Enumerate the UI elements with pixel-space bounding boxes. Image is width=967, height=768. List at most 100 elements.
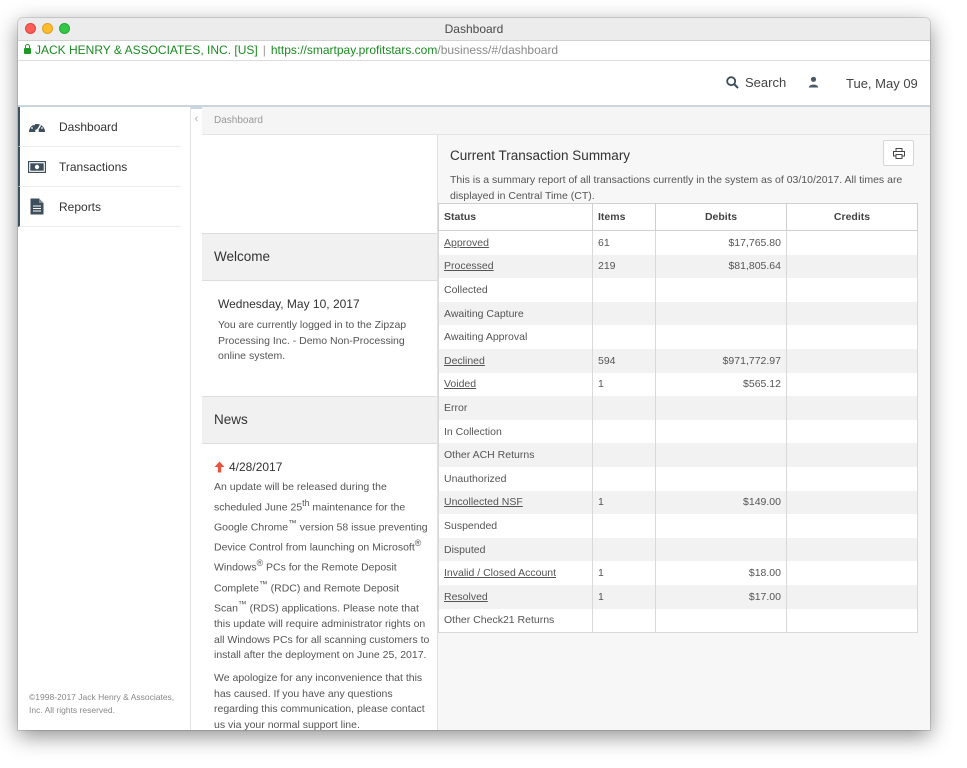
- address-separator: |: [262, 43, 266, 57]
- credits-cell: [786, 490, 918, 515]
- user-menu-button[interactable]: [808, 75, 819, 93]
- summary-title: Current Transaction Summary: [450, 148, 631, 163]
- credits-cell: [786, 514, 918, 538]
- copyright-footer: ©1998-2017 Jack Henry & Associates, Inc.…: [29, 692, 175, 715]
- table-row: Awaiting Approval: [438, 325, 918, 349]
- status-link-processed[interactable]: Processed: [444, 260, 494, 273]
- items-cell: 61: [592, 230, 656, 255]
- items-cell: [592, 608, 656, 634]
- search-label: Search: [745, 75, 787, 90]
- debits-cell: [655, 514, 787, 538]
- sidebar-collapse-button[interactable]: ‹: [191, 113, 202, 127]
- window-titlebar: Dashboard: [18, 18, 930, 41]
- sidebar-item-label: Reports: [59, 199, 102, 214]
- column-header-credits[interactable]: Credits: [786, 203, 918, 231]
- debits-cell: [655, 443, 787, 467]
- browser-window: Dashboard JACK HENRY & ASSOCIATES, INC. …: [18, 18, 930, 730]
- news-item-date: 4/28/2017: [214, 460, 437, 474]
- credits-cell: [786, 466, 918, 491]
- status-cell: Collected: [438, 278, 593, 302]
- table-header-row: Status Items Debits Credits: [438, 203, 918, 231]
- table-row: Voided 1 $565.12: [438, 372, 918, 397]
- table-row: Suspended: [438, 514, 918, 538]
- breadcrumb-item: Dashboard: [214, 115, 263, 126]
- credits-cell: [786, 396, 918, 420]
- status-link-invalid-closed-account[interactable]: Invalid / Closed Account: [444, 567, 557, 580]
- column-header-debits[interactable]: Debits: [655, 203, 787, 231]
- left-column: Welcome Wednesday, May 10, 2017 You are …: [202, 135, 438, 730]
- debits-cell: [655, 396, 787, 420]
- credits-cell: [786, 372, 918, 397]
- maximize-window-button[interactable]: [59, 23, 70, 34]
- table-row: Invalid / Closed Account 1 $18.00: [438, 561, 918, 585]
- debits-cell: [655, 278, 787, 302]
- table-row: Processed 219 $81,805.64: [438, 254, 918, 279]
- news-paragraph: We apologize for any inconvenience that …: [214, 672, 425, 730]
- sidebar-item-transactions[interactable]: Transactions: [18, 147, 180, 187]
- items-cell: 1: [592, 561, 656, 585]
- credits-cell: [786, 254, 918, 279]
- ev-certificate-label: JACK HENRY & ASSOCIATES, INC. [US]: [35, 43, 258, 57]
- table-row: Collected: [438, 278, 918, 302]
- search-icon: [726, 76, 739, 89]
- status-link-uncollected-nsf[interactable]: Uncollected NSF: [444, 496, 523, 509]
- app-header: Search Tue, May 09: [18, 61, 930, 109]
- status-link-approved[interactable]: Approved: [444, 236, 489, 249]
- money-icon: [27, 157, 47, 177]
- items-cell: 594: [592, 348, 656, 373]
- items-cell: 1: [592, 584, 656, 609]
- search-button[interactable]: Search: [726, 75, 786, 90]
- status-cell: Other ACH Returns: [438, 443, 593, 467]
- table-row: Error: [438, 396, 918, 420]
- transaction-summary-panel: Current Transaction Summary This is a su…: [438, 135, 930, 730]
- status-cell: Unauthorized: [438, 466, 593, 491]
- table-row: Awaiting Capture: [438, 301, 918, 326]
- address-bar[interactable]: JACK HENRY & ASSOCIATES, INC. [US] | https…: [18, 41, 930, 61]
- close-window-button[interactable]: [25, 23, 36, 34]
- blank-panel: [202, 135, 437, 234]
- app-body: Dashboard Transactions: [18, 107, 930, 730]
- items-cell: 1: [592, 372, 656, 397]
- status-cell: Disputed: [438, 537, 593, 562]
- debits-cell: $18.00: [655, 561, 787, 585]
- table-row: Unauthorized: [438, 466, 918, 491]
- status-cell: Suspended: [438, 514, 593, 538]
- column-header-items[interactable]: Items: [592, 203, 656, 231]
- sidebar-item-dashboard[interactable]: Dashboard: [18, 107, 180, 147]
- arrow-up-icon: [214, 461, 225, 473]
- table-row: Disputed: [438, 537, 918, 562]
- credits-cell: [786, 561, 918, 585]
- status-cell: Error: [438, 396, 593, 420]
- status-link-declined[interactable]: Declined: [444, 354, 485, 367]
- print-button[interactable]: [883, 140, 914, 166]
- news-panel: 4/28/2017 An update will be released dur…: [202, 444, 437, 730]
- minimize-window-button[interactable]: [42, 23, 53, 34]
- table-row: Other ACH Returns: [438, 443, 918, 467]
- sidebar-item-reports[interactable]: Reports: [18, 187, 180, 227]
- window-title: Dashboard: [444, 22, 504, 36]
- chevron-left-icon: ‹: [194, 113, 199, 125]
- credits-cell: [786, 584, 918, 609]
- window-controls: [25, 23, 70, 34]
- status-cell: Awaiting Capture: [438, 301, 593, 326]
- items-cell: [592, 419, 656, 444]
- lock-icon: [24, 44, 31, 54]
- print-icon: [892, 147, 905, 159]
- items-cell: [592, 396, 656, 420]
- status-link-resolved[interactable]: Resolved: [444, 590, 488, 603]
- credits-cell: [786, 608, 918, 634]
- debits-cell: [655, 301, 787, 326]
- transaction-summary-table: Status Items Debits Credits Approved 61 …: [438, 203, 918, 634]
- items-cell: 1: [592, 490, 656, 515]
- user-icon: [808, 76, 819, 88]
- items-cell: [592, 466, 656, 491]
- credits-cell: [786, 325, 918, 349]
- status-link-voided[interactable]: Voided: [444, 378, 477, 391]
- dashboard-icon: [27, 117, 47, 137]
- debits-cell: [655, 419, 787, 444]
- welcome-date: Wednesday, May 10, 2017: [218, 297, 360, 311]
- credits-cell: [786, 537, 918, 562]
- column-header-status[interactable]: Status: [438, 203, 593, 231]
- status-cell: Awaiting Approval: [438, 325, 593, 349]
- table-row: Uncollected NSF 1 $149.00: [438, 490, 918, 515]
